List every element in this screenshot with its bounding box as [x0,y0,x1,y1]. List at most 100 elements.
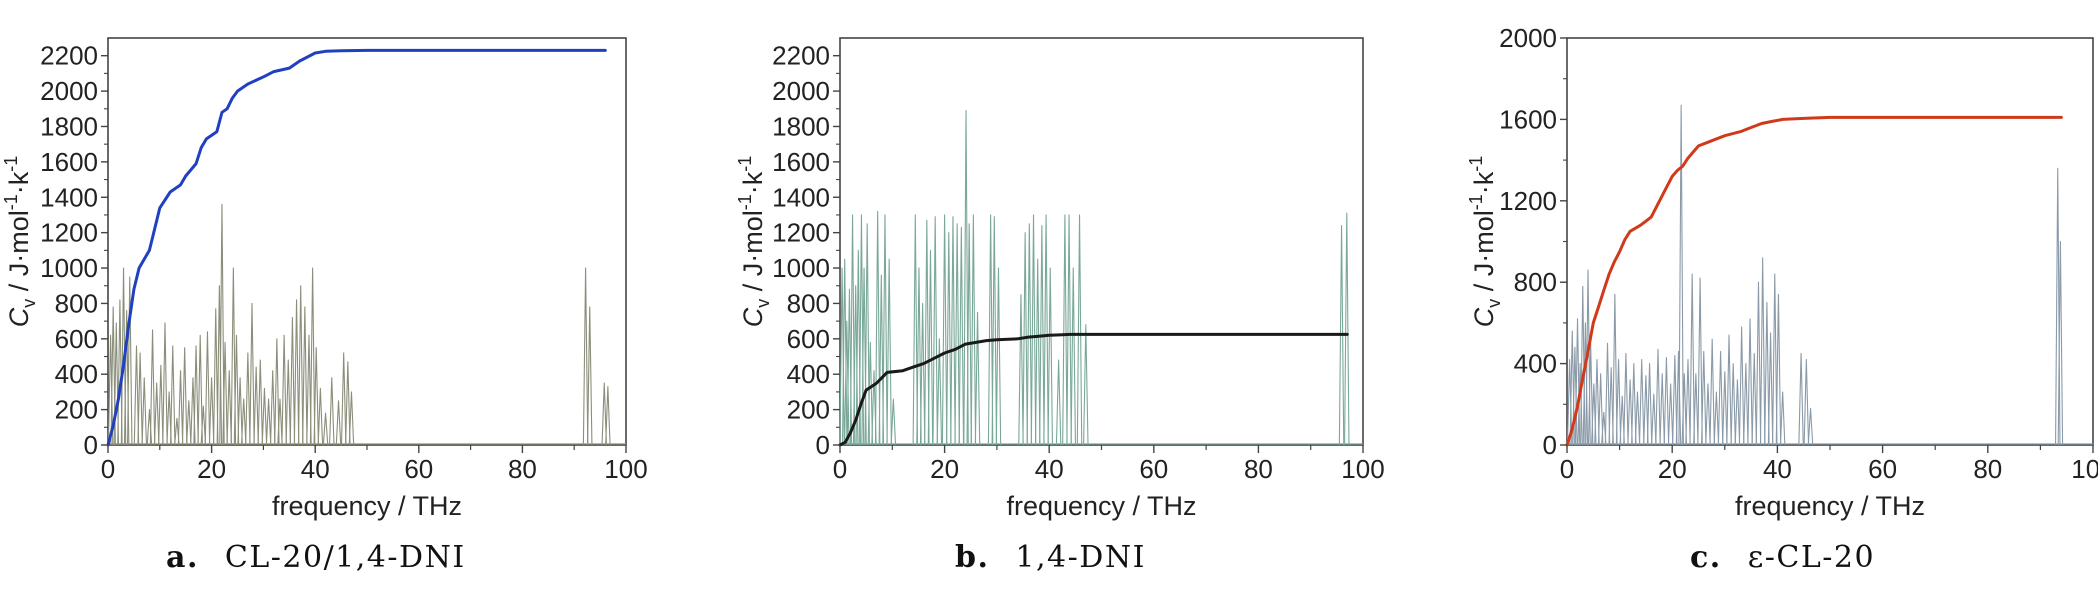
panel-c-spectrum-peak-48 [1743,363,1749,446]
panel-b-cv-curve [838,332,1349,447]
panel-c-xtick-label-5: 100 [2071,454,2098,484]
panel-a-spectrum-peak-16 [170,345,176,446]
panel-a-spectrum-peak-53 [313,347,319,446]
panel-a-spectrum-peak-20 [186,400,192,446]
panel-b-spectrum-peak-21 [927,249,934,446]
panel-c-spectrum-peak-42 [1717,350,1724,446]
panel-c-ytick-label-5: 2000 [1499,23,1557,53]
panel-b-y-axis-title-part-4: ·k [738,171,768,194]
panel-b-ytick-label-6: 1200 [772,218,830,248]
panel-a-spectrum-peak-29 [219,203,225,446]
panel-b-spectrum-peak-28 [958,226,965,446]
panel-b-spectrum-peak-15 [886,258,892,446]
panel-c-chart: 0 20 40 60 80 100 0 400 800 1200 1600 2000 frequency… [1466,23,2098,521]
panel-a-ytick-label-11: 2200 [40,41,98,71]
panel-a-spectrum-peak-33 [233,334,240,446]
caption-b-text: 1,4-DNI [1015,540,1146,575]
panel-c-spectrum-peak-4 [1577,363,1583,446]
panel-a-spectrum-peak-57 [335,400,342,446]
panel-c-spectrum-peak-31 [1675,350,1682,446]
panel-c-spectrum-peak-40 [1709,338,1715,446]
panel-c-spectrum-peak-18 [1623,352,1629,446]
panel-c-spectrum-peak-60 [1807,407,1814,446]
panel-a-spectrum-peak-27 [212,308,219,446]
caption-c-letter: c. [1690,540,1722,575]
panel-b-ytick-label-10: 2000 [772,76,830,106]
panel-b-spectrum-peak-49 [1083,324,1089,446]
panel-a-spectrum-peak-31 [226,370,232,446]
panel-a-spectrum-peak-49 [297,285,304,446]
panel-c-spectrum-peak-20 [1631,363,1637,446]
panel-a-spectrum-peak-12 [153,382,160,446]
panel-c-spectrum-peak-30 [1672,354,1678,446]
panel-a-spectrum-peak-9 [141,377,148,446]
panel-b-spectrum-peak-18 [916,267,922,446]
panel-b-y-axis-title-part-5: -1 [735,156,755,172]
panel-a-spectrum-peak-61 [582,267,589,446]
panel-a-spectrum-peak-26 [208,377,215,446]
panel-a-y-axis-title-part-0: C [4,307,34,327]
panel-c-spectrum-peak-24 [1646,363,1653,446]
panel-a-xtick-label-1: 20 [197,454,226,484]
panel-a-spectrum-peak-13 [158,364,164,446]
panel-a-spectrum-peak-7 [133,345,140,446]
panel-a-spectrum-peak-56 [329,377,335,446]
panel-b-spectrum-peak-38 [1026,223,1033,446]
panel-a-spectrum-peak-63 [601,382,607,446]
panel-c-y-axis-title: Cv / J·mol-1·k-1​ [1466,156,1504,328]
panel-c-spectrum-peak-39 [1705,383,1711,446]
panel-a-ytick-label-5: 1000 [40,253,98,283]
panel-b-ytick-label-11: 2200 [772,41,830,71]
panel-c-spectrum-peak-54 [1767,332,1774,446]
panel-c-xtick-label-4: 80 [1973,454,2002,484]
panel-c-cv-curve [1565,115,2063,447]
panel-c-x-axis-title: frequency / THz [1735,491,1925,521]
panel-a-ytick-label-3: 600 [55,324,98,354]
panel-a-ytick-label-1: 200 [55,395,98,425]
panel-b-spectrum-peak-40 [1034,258,1041,446]
panel-a-spectrum-peak-8 [137,352,143,446]
caption-a-text: CL-20/1,4-DNI [224,540,466,575]
panel-a-xtick-label-4: 80 [508,454,537,484]
panel-b-spectrum-peak-35 [995,267,1002,446]
panel-a-chart: 0 20 40 60 80 1000200400600800100012001400160… [1,37,648,521]
panel-c-spectrum-peak-33 [1681,373,1688,446]
panel-b-spectrum-peak-30 [966,223,972,446]
panel-b-y-axis-title-part-0: C [738,307,768,327]
panel-a-ytick-label-4: 800 [55,288,98,318]
panel-c-spectrum-peak-50 [1751,352,1758,446]
panel-b-spectrum-peak-37 [1022,232,1028,446]
panel-c-spectrum-peak-23 [1643,375,1649,446]
panel-b-spectrum-peak-12 [874,210,881,446]
panel-a-spectrum-peak-43 [274,338,280,446]
panel-a-spectrum-peak-45 [281,334,287,446]
panel-a-spectrum [107,203,626,446]
panel-b-spectrum-peak-33 [987,214,994,446]
panel-c-spectrum-peak-15 [1612,293,1618,446]
panel-c-y-axis-title-part-3: -1 [1466,194,1486,210]
panel-b-ytick-label-8: 1600 [772,147,830,177]
panel-c-spectrum-peak-13 [1604,342,1611,446]
panel-b-xtick-label-1: 20 [930,454,959,484]
panel-b-y-axis-title-part-2: / J·mol [738,210,768,299]
panel-b-xtick-label-4: 80 [1244,454,1273,484]
panel-a-spectrum-peak-35 [240,398,247,446]
panel-a-spectrum-peak-48 [293,299,300,446]
panel-c-spectrum-peak-35 [1689,273,1695,446]
panel-a-spectrum-peak-55 [322,412,329,446]
panel-b-spectrum-peak-34 [991,216,998,446]
panel-c-y-axis-title-part-4: ·k [1469,171,1499,194]
panel-b-spectrum-peak-39 [1030,214,1037,446]
panel-a-spectrum-peak-32 [230,267,237,446]
panel-a-spectrum-peak-6 [127,276,133,446]
panel-c-ytick-label-0: 0 [1543,430,1557,460]
panel-b-spectrum-peak-25 [946,232,952,446]
panel-a-y-axis-title-part-1: v [19,299,39,308]
panel-a-ytick-label-2: 400 [55,359,98,389]
caption-c-text: ε-CL-20 [1747,540,1876,575]
panel-a-spectrum-peak-24 [200,405,207,446]
panel-c-ytick-label-1: 400 [1514,349,1557,379]
panel-a-y-axis-title-part-2: / J·mol [4,210,34,299]
panel-b-xtick-label-5: 100 [1341,454,1384,484]
panel-c-spectrum-peak-29 [1667,383,1674,446]
